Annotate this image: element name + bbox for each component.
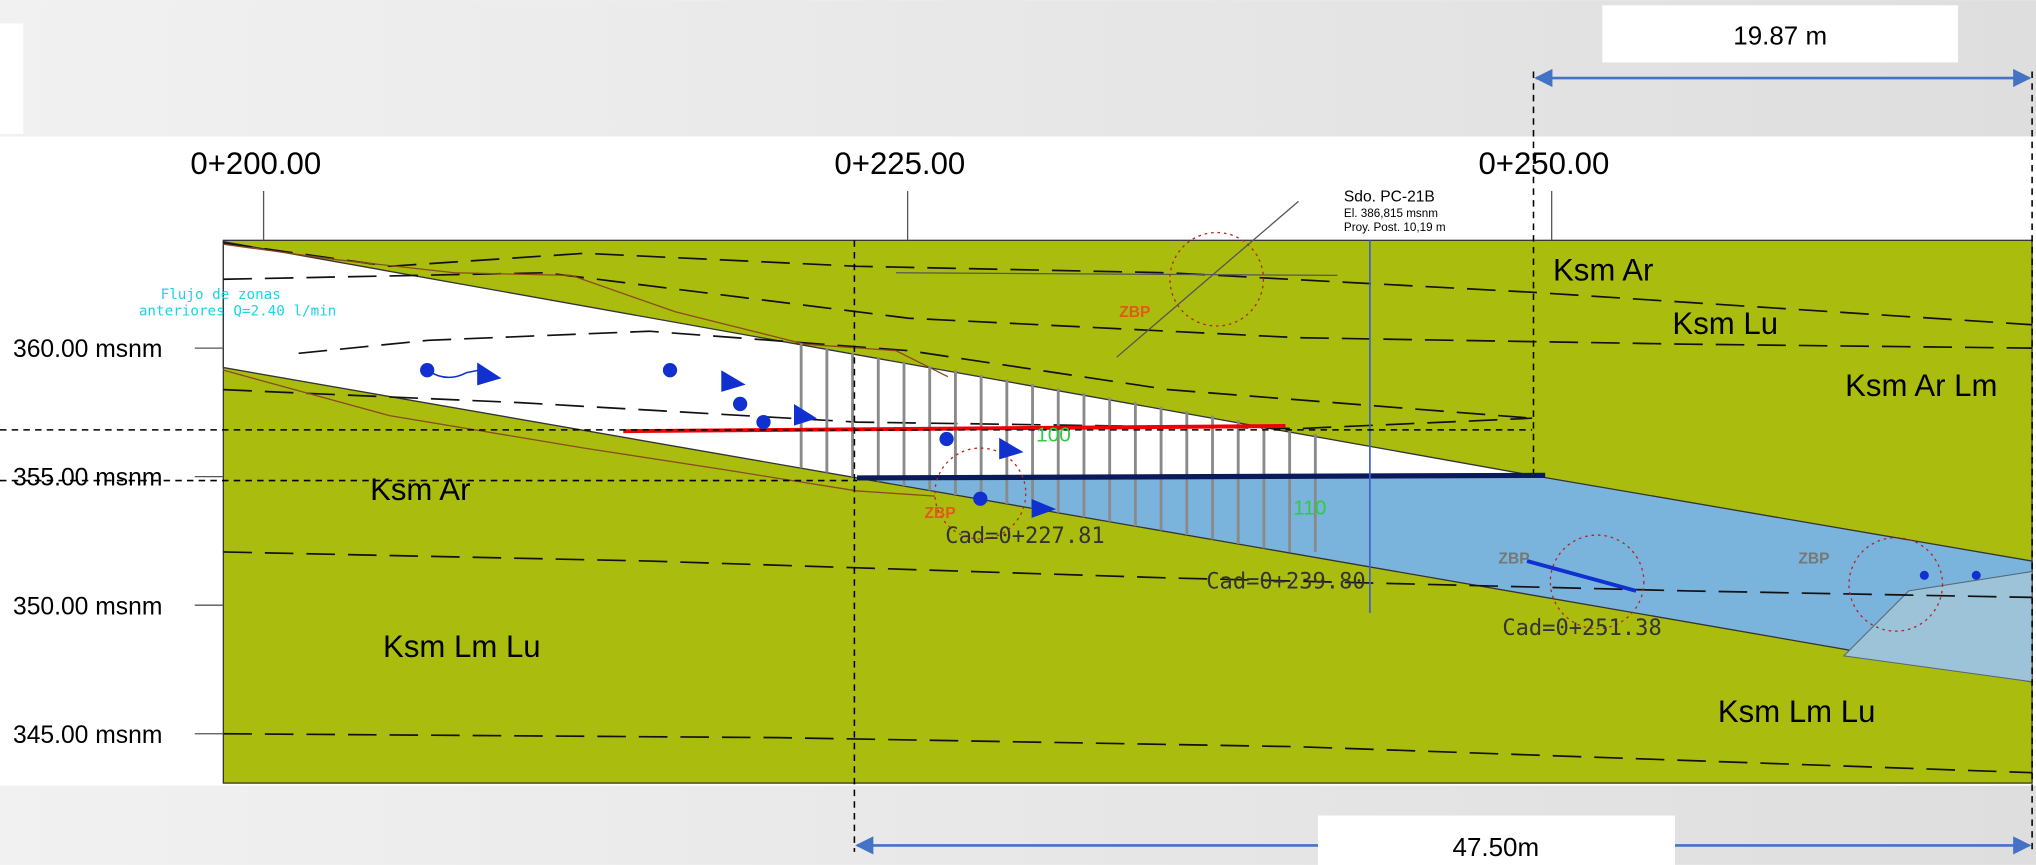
chainage-label: Cad=0+239.80 — [1206, 569, 1365, 594]
stratum-line — [223, 388, 1533, 430]
flow-arrow — [426, 369, 480, 379]
gravel-zone — [1842, 570, 2033, 683]
unit-label: Ksm Lm Lu — [383, 629, 541, 664]
flow-point — [973, 491, 988, 506]
borehole-projection: Proy. Post. 10,19 m — [1344, 221, 1446, 234]
tunnel-crown — [856, 472, 1546, 481]
zbp-zone — [1169, 231, 1265, 327]
flow-point — [756, 414, 771, 430]
terrain-line — [223, 369, 935, 497]
station-label: 0+225.00 — [834, 146, 965, 181]
survey-line — [1116, 200, 1299, 358]
stratum-line — [223, 551, 2033, 599]
elevation-label: 345.00 msnm — [13, 722, 162, 749]
water-level — [623, 424, 1286, 434]
zbp-label: ZBP — [1798, 551, 1829, 568]
stratum-line — [223, 242, 2033, 326]
borehole-name: Sdo. PC-21B — [1344, 188, 1435, 205]
flow-note: anteriores Q=2.40 l/min — [139, 304, 337, 320]
flow-note: Flujo de zonas — [161, 287, 281, 303]
zbp-zone — [934, 447, 1027, 540]
elevation-label: 355.00 msnm — [13, 465, 162, 492]
contour-label: 110 — [1293, 496, 1326, 519]
flow-markers — [420, 362, 1981, 593]
unit-label: Ksm Ar — [370, 472, 470, 507]
dimension-label: 47.50m — [1453, 832, 1540, 862]
flow-arrowhead — [999, 437, 1024, 460]
flow-point — [1919, 570, 1929, 580]
zbp-zone — [1549, 534, 1645, 630]
unit-label: Ksm Ar Lm — [1845, 368, 1997, 403]
borehole-elevation: El. 386,815 msnm — [1344, 207, 1438, 220]
flow-arrowhead — [477, 362, 502, 386]
flow-point — [732, 396, 748, 412]
terrain-line — [223, 243, 949, 378]
unit-label: Ksm Lm Lu — [1718, 694, 1876, 729]
survey-line — [895, 272, 1338, 277]
station-label: 0+200.00 — [190, 146, 321, 181]
dimension-box — [1602, 5, 1959, 63]
stratum-line — [298, 330, 1533, 420]
dimension-label: 19.87 m — [1733, 20, 1827, 50]
zbp-label: ZBP — [1119, 304, 1150, 321]
flow-point — [662, 363, 678, 378]
chainage-label: Cad=0+227.81 — [945, 524, 1104, 549]
sheet-tab — [0, 23, 24, 134]
unit-label: Ksm Lu — [1672, 306, 1778, 341]
stratum-line — [223, 732, 2033, 774]
flow-point — [1971, 570, 1981, 580]
station-label: 0+250.00 — [1478, 146, 1609, 181]
contour-label: 100 — [1036, 424, 1071, 447]
chainage-label: Cad=0+251.38 — [1502, 616, 1661, 641]
zbp-label: ZBP — [925, 505, 956, 522]
flow-path — [1526, 559, 1637, 593]
flow-point — [939, 431, 954, 447]
elevation-label: 360.00 msnm — [13, 336, 162, 363]
unit-label: Ksm Ar — [1553, 253, 1653, 288]
zbp-zone — [1848, 537, 1944, 632]
elevation-label: 350.00 msnm — [13, 593, 162, 620]
dimension-box — [1317, 815, 1676, 865]
pile-group — [799, 343, 1317, 552]
flow-arrowhead — [721, 370, 746, 392]
flow-arrowhead — [1031, 499, 1057, 518]
zbp-label: ZBP — [1498, 551, 1529, 568]
flow-arrowhead — [794, 404, 817, 426]
